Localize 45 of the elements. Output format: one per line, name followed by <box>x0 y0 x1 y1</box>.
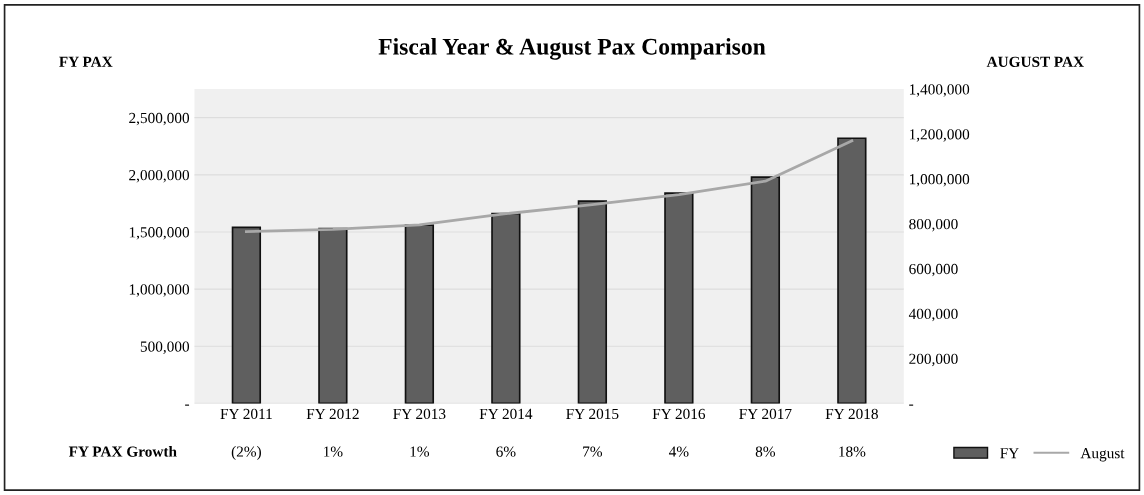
bar <box>577 200 608 404</box>
bar <box>664 192 694 404</box>
text: 7% <box>583 446 603 457</box>
y2-tick-label: 800,000 <box>909 218 958 232</box>
x-tick-label: FY 2018 <box>825 408 878 420</box>
text: 18% <box>839 446 866 457</box>
y2-tick-label: 1,200,000 <box>909 129 970 142</box>
x-tick-label: FY 2011 <box>220 408 272 420</box>
y2-tick-label: 1,000,000 <box>909 174 970 187</box>
legend-label: FY <box>1000 448 1019 459</box>
y-tick-label: 1,000,000 <box>129 284 190 297</box>
y-tick-label: 500,000 <box>140 341 190 354</box>
bar <box>750 176 781 404</box>
text: 1% <box>324 446 343 457</box>
x-tick-label: FY 2017 <box>739 408 792 420</box>
y-tick-label: 2,500,000 <box>129 112 190 126</box>
x-tick-label: FY 2012 <box>306 408 359 420</box>
bar <box>491 212 521 404</box>
legend-label: August <box>1080 448 1125 462</box>
y2-tick-label: 400,000 <box>908 308 958 322</box>
y2-tick-label: 600,000 <box>909 263 958 277</box>
x-tick-label: FY 2016 <box>652 408 706 420</box>
bar <box>837 137 867 404</box>
y-tick-label: - <box>185 404 190 406</box>
text: 1% <box>410 446 430 457</box>
y2-tick-label: 1,400,000 <box>909 84 970 97</box>
bar <box>318 227 348 404</box>
x-tick-label: FY 2013 <box>393 408 446 420</box>
y-axis-title: FY PAX <box>59 56 113 67</box>
bar <box>404 224 435 404</box>
text: (2%) <box>231 446 261 460</box>
line-series <box>244 139 854 234</box>
chart-title: Fiscal Year & August Pax Comparison <box>378 38 766 60</box>
y2-tick-label: 200,000 <box>909 353 958 367</box>
bar <box>231 226 262 404</box>
text: FY PAX Growth <box>68 446 177 457</box>
y-tick-label: 1,500,000 <box>129 227 190 240</box>
x-tick-label: FY 2015 <box>566 408 619 420</box>
y2-tick-label: - <box>909 404 914 406</box>
x-tick-label: FY 2014 <box>479 408 533 420</box>
y2-axis-title: AUGUST PAX <box>986 56 1084 67</box>
text: 6% <box>496 446 516 457</box>
y-tick-label: 2,000,000 <box>129 169 190 183</box>
text: 4% <box>668 446 689 457</box>
text: 8% <box>755 446 776 457</box>
